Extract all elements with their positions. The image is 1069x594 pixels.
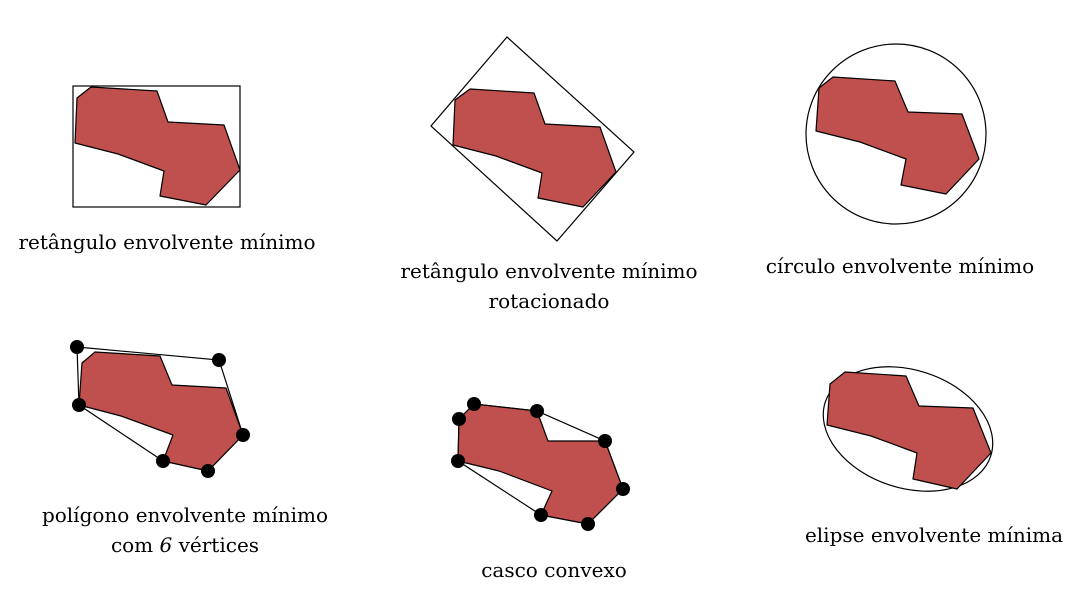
caption-convex-hull: casco convexo: [481, 558, 627, 582]
panel-bounding-polygon: [70, 340, 250, 478]
caption-bounding-polygon: polígono envolvente mínimo com 6 vértice…: [20, 500, 350, 560]
panel-bounding-ellipse: [822, 366, 994, 492]
panel-bounding-circle: [805, 43, 987, 225]
panel-rotated-rectangle: [430, 36, 635, 242]
vertex-dot: [236, 428, 250, 442]
red-polygon-shape: [815, 76, 980, 195]
red-polygon-shape: [457, 403, 624, 525]
panel-convex-hull: [451, 397, 630, 531]
red-polygon-shape: [826, 371, 992, 490]
vertex-dot: [452, 412, 466, 426]
red-polygon-shape: [452, 88, 617, 208]
bounding-rectangle: [72, 85, 241, 208]
caption-bounding-ellipse: elipse envolvente mínima: [804, 523, 1064, 547]
vertex-dot: [467, 397, 481, 411]
panel-bounding-rectangle: [72, 85, 241, 208]
vertex-dot: [72, 398, 86, 412]
vertex-dot: [156, 454, 170, 468]
vertex-dot: [530, 404, 544, 418]
vertex-dot: [70, 340, 84, 354]
vertex-dot: [212, 353, 226, 367]
red-polygon-shape: [74, 86, 241, 206]
vertex-dot: [201, 464, 215, 478]
bounding-circle: [805, 43, 987, 225]
caption-bounding-rectangle: retângulo envolvente mínimo: [18, 230, 316, 254]
vertex-dot: [616, 482, 630, 496]
bounding-ellipse: [822, 366, 994, 492]
vertex-dot: [581, 517, 595, 531]
caption-rotated-rectangle: retângulo envolvente mínimo rotacionado: [400, 259, 698, 313]
red-polygon-shape: [78, 351, 244, 472]
caption-bounding-circle: círculo envolvente mínimo: [765, 254, 1035, 278]
vertex-dot: [451, 454, 465, 468]
vertex-dot: [598, 434, 612, 448]
vertex-dot: [534, 508, 548, 522]
caption-line-2: com 6 vértices: [110, 533, 260, 557]
rotated-bounding-rectangle: [430, 36, 635, 242]
